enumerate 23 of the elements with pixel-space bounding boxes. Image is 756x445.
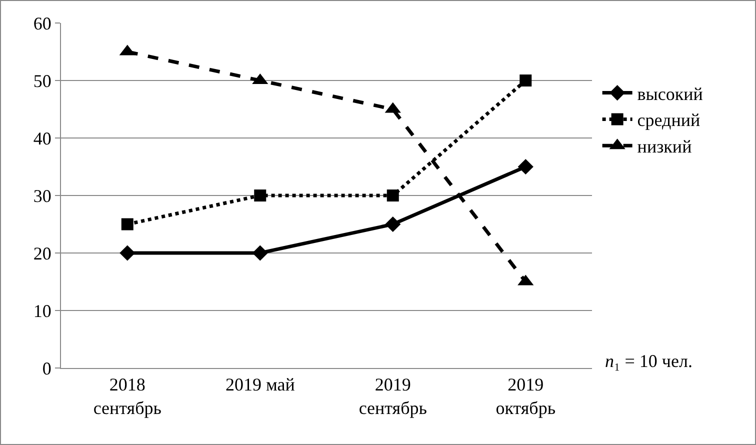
y-tick-label: 30: [33, 186, 52, 206]
y-tick-label: 10: [33, 300, 52, 321]
point: [254, 190, 266, 202]
y-tick-label: 20: [33, 243, 52, 264]
y-tick-label: 60: [33, 13, 52, 34]
x-tick-label: 2019 май: [225, 374, 296, 395]
legend-label: средний: [637, 110, 700, 130]
point: [518, 158, 534, 175]
x-tick-label: 2019 октябрь: [496, 374, 556, 418]
point: [386, 190, 399, 202]
point: [120, 245, 136, 261]
legend-label: низкий: [637, 136, 692, 157]
x-tick-label: 2019 сентябрь: [358, 374, 427, 418]
point: [121, 218, 134, 230]
text: n₁ = 10 чел.: [605, 351, 692, 371]
y-tick-label: 50: [33, 70, 52, 91]
point: [520, 74, 532, 86]
point: [385, 216, 401, 232]
x-tick-label: 2018 сентябрь: [93, 374, 162, 418]
y-tick-label: 0: [42, 358, 52, 378]
y-tick-label: 40: [33, 128, 52, 148]
point: [252, 245, 268, 261]
legend-label: высокий: [637, 84, 704, 104]
